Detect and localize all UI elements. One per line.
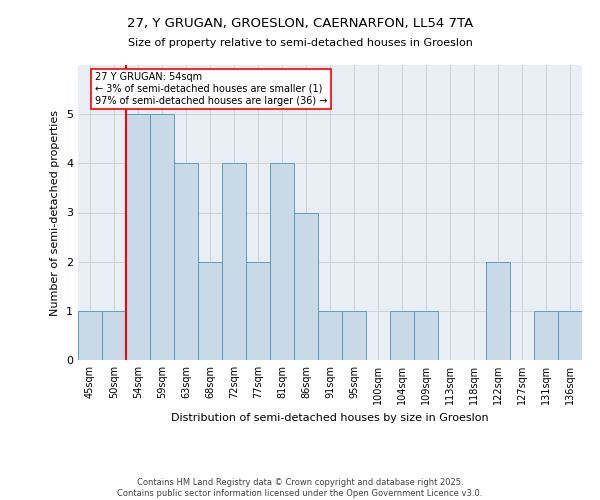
Bar: [414, 311, 438, 360]
Bar: [102, 311, 126, 360]
Text: 27, Y GRUGAN, GROESLON, CAERNARFON, LL54 7TA: 27, Y GRUGAN, GROESLON, CAERNARFON, LL54…: [127, 18, 473, 30]
Bar: [198, 262, 222, 360]
Bar: [246, 262, 270, 360]
Bar: [486, 262, 510, 360]
Y-axis label: Number of semi-detached properties: Number of semi-detached properties: [50, 110, 61, 316]
Bar: [534, 311, 558, 360]
Bar: [318, 311, 342, 360]
Text: Size of property relative to semi-detached houses in Groeslon: Size of property relative to semi-detach…: [128, 38, 472, 48]
Bar: [270, 164, 294, 360]
Bar: [78, 311, 102, 360]
Text: 27 Y GRUGAN: 54sqm
← 3% of semi-detached houses are smaller (1)
97% of semi-deta: 27 Y GRUGAN: 54sqm ← 3% of semi-detached…: [95, 72, 327, 106]
Bar: [222, 164, 246, 360]
X-axis label: Distribution of semi-detached houses by size in Groeslon: Distribution of semi-detached houses by …: [171, 412, 489, 422]
Bar: [150, 114, 174, 360]
Bar: [294, 212, 318, 360]
Bar: [174, 164, 198, 360]
Bar: [342, 311, 366, 360]
Bar: [390, 311, 414, 360]
Bar: [558, 311, 582, 360]
Text: Contains HM Land Registry data © Crown copyright and database right 2025.
Contai: Contains HM Land Registry data © Crown c…: [118, 478, 482, 498]
Bar: [126, 114, 150, 360]
